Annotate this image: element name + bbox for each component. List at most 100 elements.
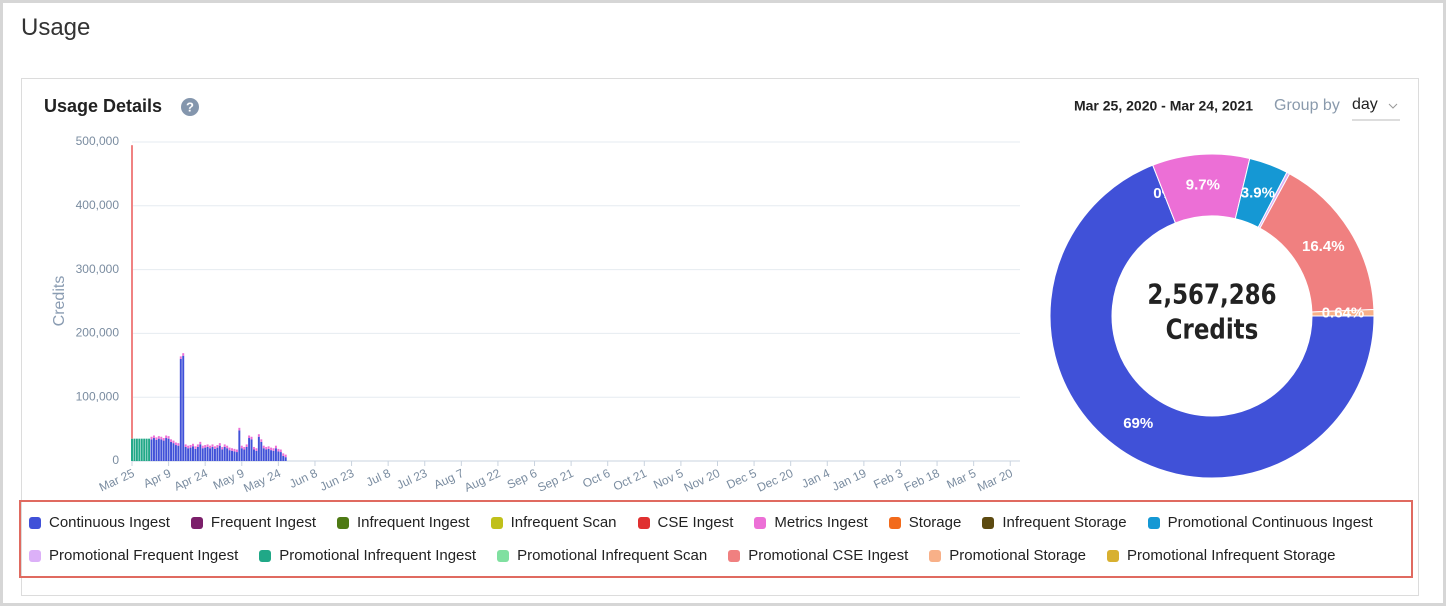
legend-item[interactable]: Metrics Ingest: [754, 509, 868, 537]
panel: [21, 78, 1419, 596]
bar-segment: [201, 448, 204, 461]
bar-segment: [201, 445, 204, 449]
bar-segment: [221, 446, 224, 450]
bar-segment: [238, 427, 241, 431]
legend-label: Metrics Ingest: [774, 514, 868, 531]
legend-item[interactable]: Promotional Infrequent Storage: [1107, 542, 1336, 570]
bar-segment: [221, 449, 224, 461]
bar-segment: [155, 439, 158, 461]
bar-segment: [213, 446, 216, 449]
panel-title: Usage Details: [44, 96, 162, 116]
legend-label: Infrequent Ingest: [357, 514, 470, 531]
bar-segment: [209, 445, 212, 449]
legend-item[interactable]: Promotional Infrequent Ingest: [259, 542, 476, 570]
bar-segment: [192, 446, 194, 461]
help-icon[interactable]: [181, 98, 199, 116]
legend-item[interactable]: Promotional CSE Ingest: [728, 542, 908, 570]
x-tick-label: Oct 21: [611, 466, 649, 494]
bar-segment: [204, 447, 207, 461]
legend-item[interactable]: Promotional Storage: [929, 542, 1086, 570]
bar-segment: [140, 438, 143, 461]
legend-swatch: [637, 516, 650, 529]
bar-segment: [204, 445, 207, 448]
bar-segment: [282, 455, 285, 461]
bar-segment: [255, 450, 258, 461]
bar-segment: [131, 438, 133, 461]
x-tick-label: Jun 8: [287, 466, 320, 491]
bar-segment: [174, 442, 177, 446]
y-tick-label: 300,000: [76, 262, 120, 276]
legend-item[interactable]: Storage: [888, 509, 962, 537]
bar-segment: [199, 444, 202, 461]
legend-item[interactable]: Infrequent Ingest: [337, 509, 470, 537]
bar-segment: [231, 450, 233, 461]
legend-item[interactable]: Infrequent Storage: [982, 509, 1127, 537]
legend-item[interactable]: Infrequent Scan: [490, 509, 617, 537]
bar-segment: [257, 434, 260, 437]
bar-segment: [179, 358, 182, 461]
bar-segment: [284, 454, 287, 458]
bar-segment: [238, 430, 241, 461]
x-tick-label: Mar 5: [945, 466, 979, 492]
bar-segment: [270, 447, 273, 451]
bar-segment: [267, 446, 270, 449]
donut-center-value: 2,567,286: [1147, 279, 1276, 312]
bar-segment: [272, 448, 275, 451]
bar-segment: [196, 444, 199, 447]
bar-segment: [228, 450, 231, 461]
bar-segment: [218, 445, 221, 461]
bar-segment: [274, 445, 277, 449]
bar-segment: [277, 448, 280, 452]
x-tick-label: Dec 20: [755, 466, 796, 495]
legend-item[interactable]: CSE Ingest: [637, 509, 733, 537]
bar-segment: [262, 448, 265, 461]
bar-segment: [206, 446, 209, 461]
x-tick-label: Jan 19: [830, 466, 869, 494]
bar-segment: [162, 440, 165, 461]
legend-item[interactable]: Promotional Infrequent Scan: [497, 542, 707, 570]
bar-segment: [184, 446, 187, 461]
legend-item[interactable]: Continuous Ingest: [29, 509, 170, 537]
bar-segment: [170, 441, 173, 461]
bar-segment: [216, 447, 219, 461]
y-tick-label: 200,000: [76, 326, 120, 340]
bar-segment: [172, 443, 175, 461]
legend-swatch: [888, 516, 901, 529]
bar-segment: [152, 435, 155, 439]
group-by-value[interactable]: day: [1352, 96, 1378, 113]
bar-segment: [272, 450, 275, 461]
dropdown-chevron[interactable]: [1388, 103, 1398, 109]
bar-segment: [160, 439, 163, 461]
bar-segment: [223, 444, 226, 447]
bar-segment: [165, 435, 168, 439]
bar-segment: [233, 448, 236, 452]
legend-swatch: [1107, 549, 1120, 562]
bar-segment: [145, 438, 148, 461]
bar-segment: [265, 446, 268, 450]
bar-segment: [182, 353, 185, 356]
date-range[interactable]: Mar 25, 2020 - Mar 24, 2021: [1074, 98, 1253, 114]
legend-item[interactable]: Promotional Frequent Ingest: [29, 542, 238, 570]
legend-item[interactable]: Promotional Continuous Ingest: [1147, 509, 1373, 537]
legend-label: Promotional CSE Ingest: [748, 547, 909, 564]
legend-label: Promotional Infrequent Ingest: [279, 547, 477, 564]
bar-segment: [150, 436, 153, 440]
bar-segment: [213, 448, 216, 461]
bar-segment: [211, 446, 214, 461]
x-tick-label: Apr 9: [141, 466, 173, 491]
bar-segment: [255, 448, 258, 451]
legend-item[interactable]: Frequent Ingest: [190, 509, 316, 537]
bar-segment: [194, 446, 197, 449]
legend-swatch: [259, 549, 272, 562]
x-tick-label: Nov 20: [682, 466, 723, 495]
bar-segment: [274, 448, 277, 461]
legend-label: Storage: [908, 514, 962, 531]
bar-segment: [165, 438, 168, 461]
legend-swatch: [29, 549, 41, 562]
bar-segment: [209, 448, 212, 461]
bar-segment: [177, 443, 180, 446]
legend-label: Infrequent Scan: [510, 514, 617, 531]
bar-segment: [270, 450, 273, 461]
